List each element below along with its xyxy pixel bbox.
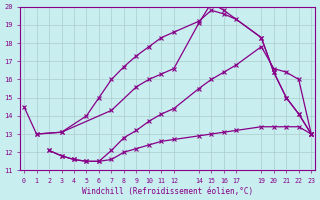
X-axis label: Windchill (Refroidissement éolien,°C): Windchill (Refroidissement éolien,°C) [82,187,253,196]
